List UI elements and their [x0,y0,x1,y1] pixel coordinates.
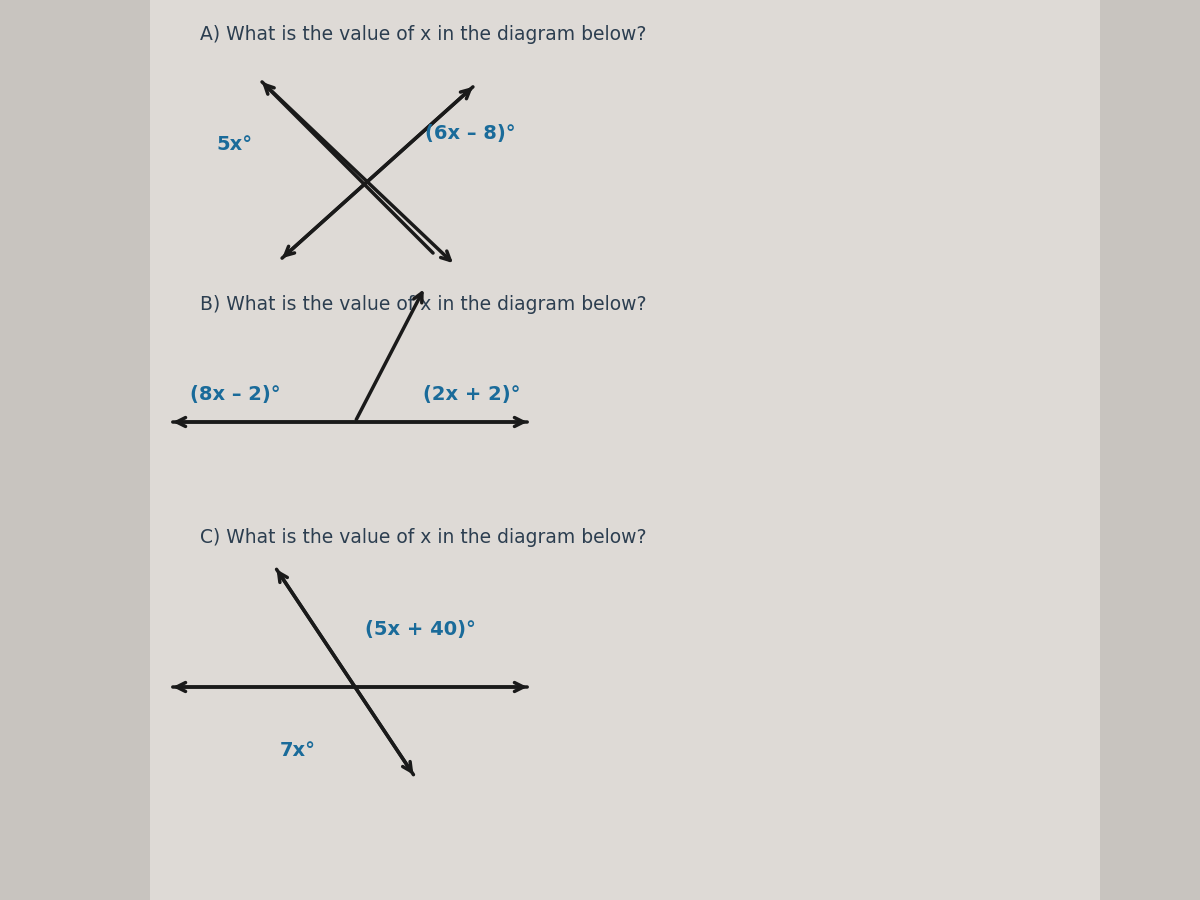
Text: (6x – 8)°: (6x – 8)° [425,123,516,142]
Bar [150,0,1100,900]
Text: (5x + 40)°: (5x + 40)° [365,620,476,640]
Text: 7x°: 7x° [280,741,316,760]
Text: 5x°: 5x° [217,136,253,155]
Text: C) What is the value of x in the diagram below?: C) What is the value of x in the diagram… [200,528,647,547]
Text: B) What is the value of x in the diagram below?: B) What is the value of x in the diagram… [200,295,647,314]
Text: (8x – 2)°: (8x – 2)° [190,385,281,404]
Text: (2x + 2)°: (2x + 2)° [422,385,521,404]
Text: A) What is the value of x in the diagram below?: A) What is the value of x in the diagram… [200,25,647,44]
